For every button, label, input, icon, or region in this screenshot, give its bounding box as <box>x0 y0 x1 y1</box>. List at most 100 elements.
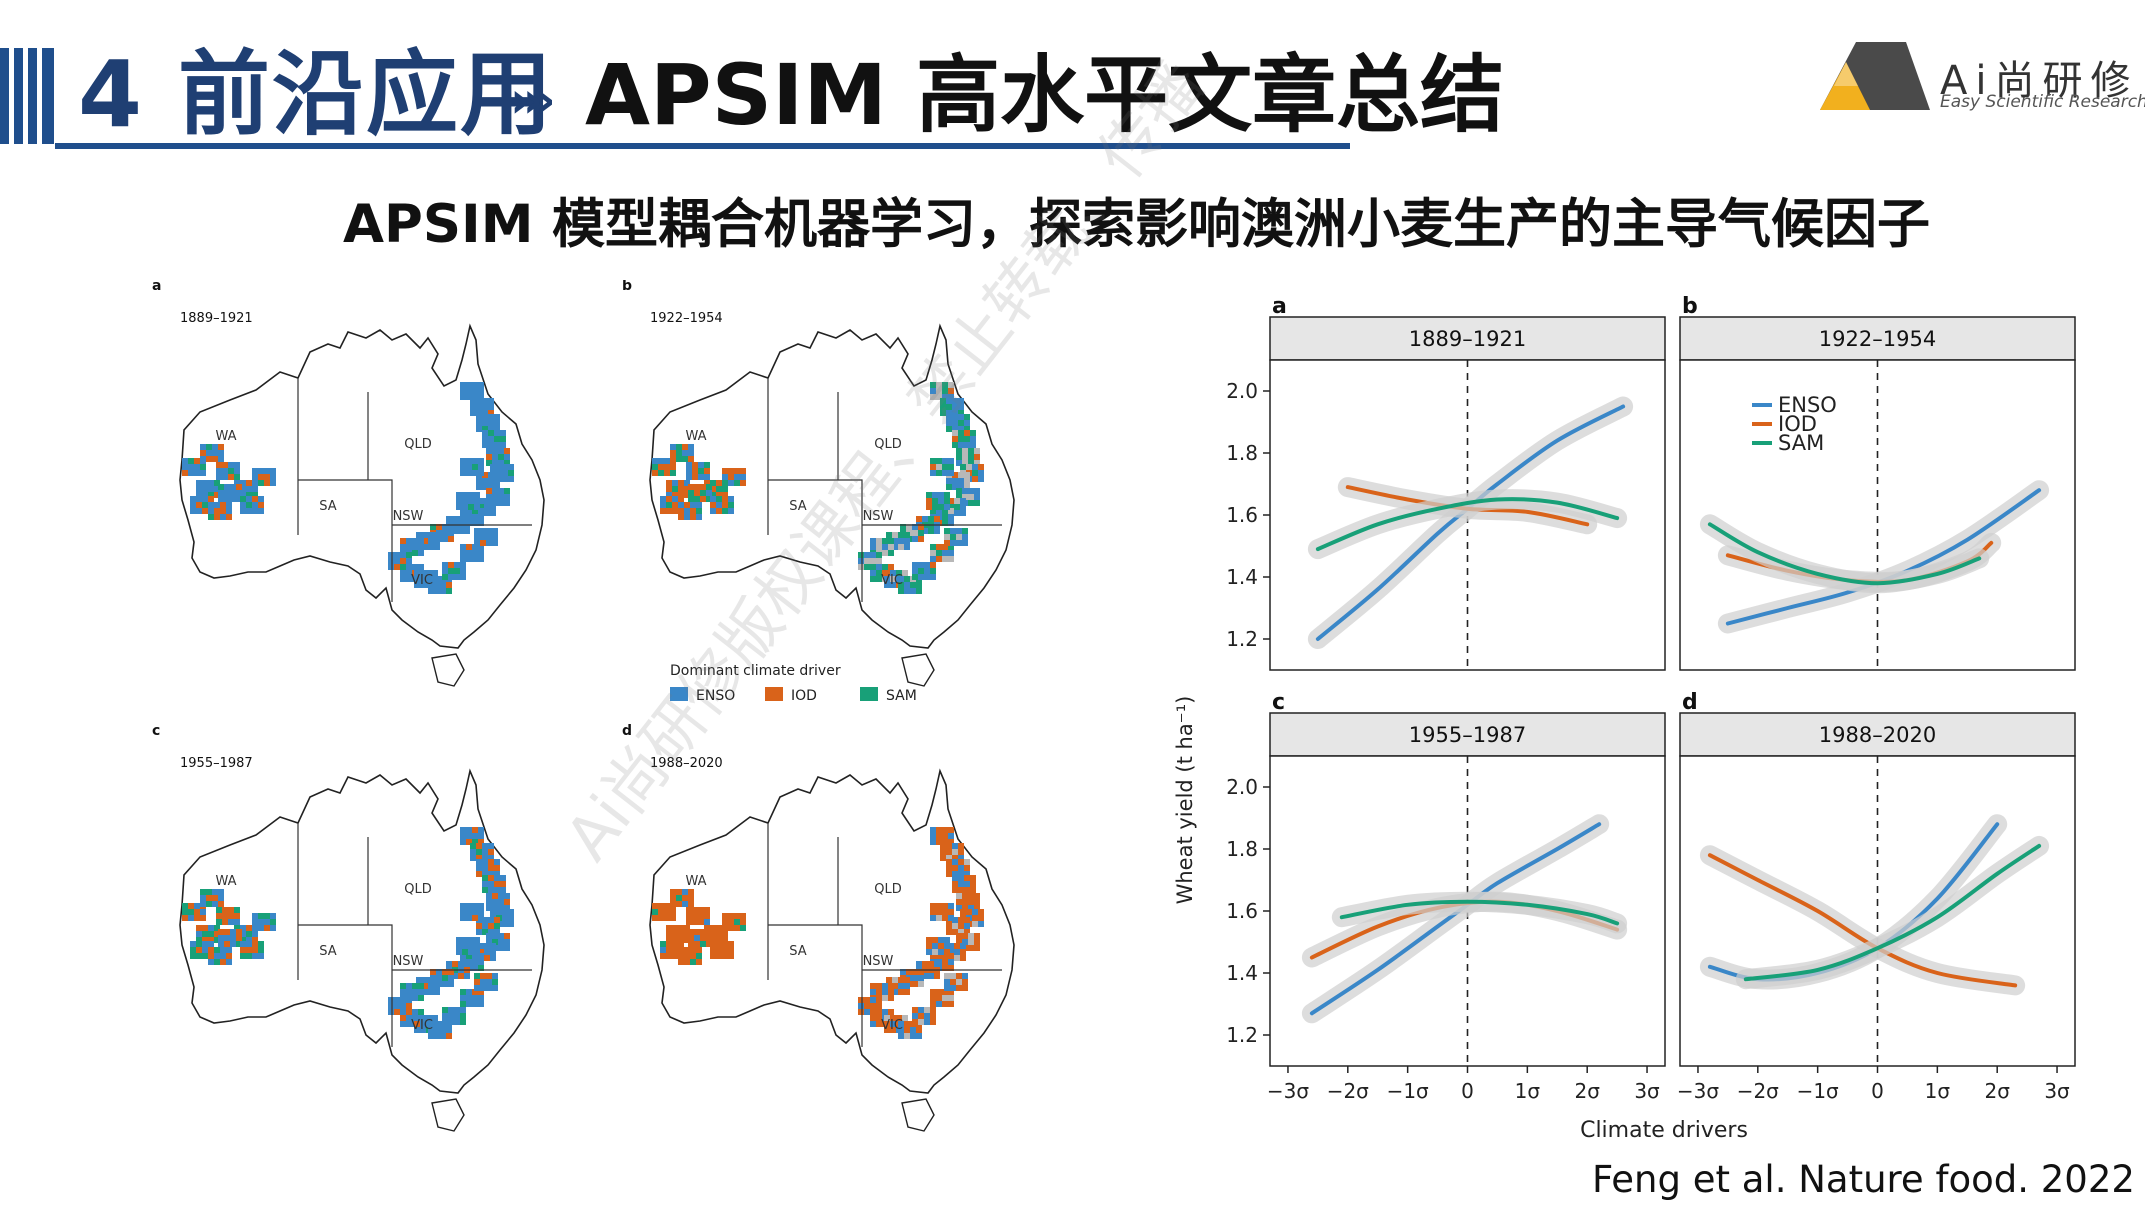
map-panel-a: a 1889–1921 WA SA QLD NSW VIC <box>152 280 545 687</box>
state-label-nsw: NSW <box>863 954 894 969</box>
map-period-label: 1889–1921 <box>180 311 253 326</box>
chart-panel-d: d 1988–2020 −3σ −2σ −1σ 0 1σ 2σ 3σ <box>1677 690 2076 1103</box>
yield-response-chart: Wheat yield (t ha⁻¹) Climate drivers a 18… <box>1173 294 2076 1143</box>
state-label-wa: WA <box>215 429 236 444</box>
state-label-qld: QLD <box>874 437 902 452</box>
chart-panel-c: c 1955–1987 1.2 1.4 1.6 1.8 2.0 −3σ −2σ −1σ 0 1σ 2σ 3… <box>1226 690 1666 1103</box>
y-tick-label: 1.4 <box>1226 961 1258 985</box>
series-line-sam <box>1743 843 2042 982</box>
panel-letter: b <box>1682 294 1698 319</box>
series-line-iod <box>1707 853 2018 988</box>
chart-panel-a: a 1889–1921 1.2 1.4 1.6 1.8 2.0 <box>1226 294 1666 671</box>
y-tick-label: 1.2 <box>1226 1023 1258 1047</box>
state-label-wa: WA <box>685 874 706 889</box>
australia-map: WA SA QLD NSW VIC <box>179 768 545 1132</box>
y-tick-label: 1.2 <box>1226 627 1258 651</box>
state-label-vic: VIC <box>411 1018 433 1033</box>
y-tick-label: 1.4 <box>1226 565 1258 589</box>
state-label-qld: QLD <box>404 437 432 452</box>
map-period-label: 1988–2020 <box>650 756 723 771</box>
series-line-sam <box>1707 522 1982 586</box>
y-tick-label: 1.8 <box>1226 441 1258 465</box>
logo-tagline: Easy Scientific Research <box>1940 92 2145 112</box>
map-legend-label-enso: ENSO <box>696 688 735 704</box>
y-tick-label: 2.0 <box>1226 379 1258 403</box>
x-tick-label: −1σ <box>1797 1079 1839 1103</box>
panel-title: 1955–1987 <box>1409 723 1526 747</box>
y-tick-label: 1.6 <box>1226 503 1258 527</box>
legend-swatch-enso <box>670 687 688 701</box>
y-tick-label: 2.0 <box>1226 775 1258 799</box>
x-tick-label: −2σ <box>1737 1079 1779 1103</box>
x-tick-label: −3σ <box>1677 1079 1719 1103</box>
panel-strip <box>1679 316 2076 361</box>
x-tick-label: 1σ <box>1925 1079 1951 1103</box>
section-number: 4 前沿应用 <box>78 41 555 148</box>
state-label-sa: SA <box>789 944 806 959</box>
state-borders <box>767 378 1002 602</box>
panel-title: 1889–1921 <box>1409 327 1526 351</box>
y-tick-label: 1.6 <box>1226 899 1258 923</box>
tasmania-outline <box>901 1098 935 1132</box>
tasmania-outline <box>431 653 465 687</box>
australia-map: WA SA QLD NSW VIC <box>649 323 1015 687</box>
map-panel-letter: a <box>152 280 161 294</box>
map-legend: Dominant climate driver ENSO IOD SAM <box>670 663 917 704</box>
climate-driver-cells <box>182 382 514 594</box>
climate-driver-cells <box>652 827 984 1039</box>
map-legend-title: Dominant climate driver <box>670 663 841 679</box>
logo-mark-icon <box>1820 42 1930 110</box>
x-tick-label: 0 <box>1461 1079 1474 1103</box>
panel-letter: d <box>1682 690 1698 715</box>
y-tick-label: 1.8 <box>1226 837 1258 861</box>
x-tick-label: −1σ <box>1387 1079 1429 1103</box>
x-tick-label: −2σ <box>1327 1079 1369 1103</box>
panel-title: 1922–1954 <box>1819 327 1936 351</box>
citation: Feng et al. Nature food. 2022 <box>1592 1158 2135 1201</box>
australia-map: WA SA QLD NSW VIC <box>649 768 1015 1132</box>
tasmania-outline <box>901 653 935 687</box>
map-period-label: 1922–1954 <box>650 311 723 326</box>
map-panel-d: d 1988–2020 WA SA QLD NSW VIC <box>622 723 1015 1132</box>
x-tick-label: 2σ <box>1574 1079 1600 1103</box>
title-underline <box>55 143 1350 149</box>
page-title: APSIM 高水平文章总结 <box>585 46 1505 144</box>
map-legend-label-sam: SAM <box>886 688 917 704</box>
legend-swatch-sam <box>860 687 878 701</box>
x-tick-label: 1σ <box>1515 1079 1541 1103</box>
state-label-nsw: NSW <box>863 509 894 524</box>
state-label-vic: VIC <box>411 573 433 588</box>
panel-letter: a <box>1272 294 1287 319</box>
map-period-label: 1955–1987 <box>180 756 253 771</box>
state-label-sa: SA <box>319 499 336 514</box>
state-label-vic: VIC <box>881 573 903 588</box>
state-label-wa: WA <box>215 874 236 889</box>
legend-swatch-iod <box>765 687 783 701</box>
climate-driver-cells <box>652 382 984 594</box>
legend-label-sam: SAM <box>1778 431 1824 455</box>
state-label-vic: VIC <box>881 1018 903 1033</box>
map-panel-letter: c <box>152 723 160 739</box>
y-axis-label: Wheat yield (t ha⁻¹) <box>1173 696 1197 905</box>
maps-figure: a 1889–1921 WA SA QLD NSW VIC b 1922–1954 WA SA QLD… <box>152 280 1015 1132</box>
state-borders <box>767 823 1002 1047</box>
slide-subtitle: APSIM 模型耦合机器学习，探索影响澳洲小麦生产的主导气候因子 <box>343 194 1930 255</box>
panel-letter: c <box>1272 690 1285 715</box>
state-label-qld: QLD <box>404 882 432 897</box>
map-panel-letter: d <box>622 723 632 739</box>
state-label-sa: SA <box>789 499 806 514</box>
climate-driver-cells <box>182 827 514 1039</box>
state-label-qld: QLD <box>874 882 902 897</box>
state-label-sa: SA <box>319 944 336 959</box>
series-line-sam <box>1339 899 1620 926</box>
series-line-sam <box>1315 497 1620 552</box>
state-label-nsw: NSW <box>393 509 424 524</box>
tasmania-outline <box>431 1098 465 1132</box>
x-tick-label: 0 <box>1871 1079 1884 1103</box>
x-axis-label: Climate drivers <box>1580 1118 1748 1143</box>
x-tick-label: 3σ <box>2044 1079 2070 1103</box>
x-tick-label: −3σ <box>1267 1079 1309 1103</box>
panel-strip <box>1679 712 2076 757</box>
map-panel-c: c 1955–1987 WA SA QLD NSW VIC <box>152 723 545 1132</box>
australia-map: WA SA QLD NSW VIC <box>179 323 545 687</box>
